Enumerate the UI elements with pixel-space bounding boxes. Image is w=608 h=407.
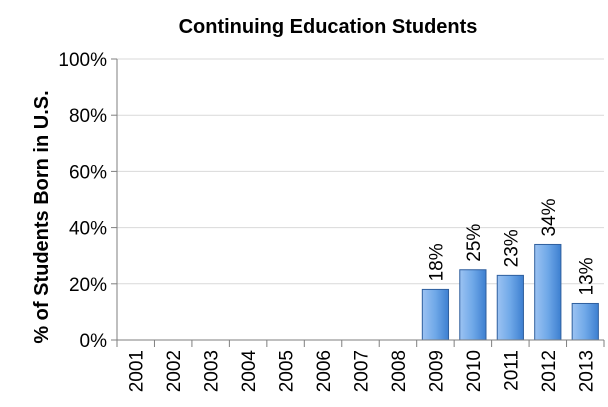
bar-2010 (459, 269, 487, 341)
data-label-2012: 34% (539, 198, 560, 236)
bar-2011 (496, 274, 524, 341)
data-label-2013: 13% (576, 257, 597, 295)
bars (421, 243, 599, 341)
x-tick-label-2006: 2006 (314, 350, 335, 392)
x-tick-label-2002: 2002 (164, 350, 185, 392)
y-tick-label: 20% (69, 275, 107, 296)
data-label-2009: 18% (426, 243, 447, 281)
bar-2009 (421, 288, 450, 341)
y-tick-label: 60% (69, 162, 107, 183)
x-axis-ticks: 2001 2002 2003 2004 2005 2006 2007 2008 2009 2010… (116, 340, 605, 393)
x-tick-label-2008: 2008 (389, 350, 410, 392)
data-label-2010: 25% (464, 224, 485, 262)
chart-title: Continuing Education Students (179, 16, 478, 38)
bar-2013 (571, 302, 599, 341)
x-tick-label-2003: 2003 (202, 350, 223, 392)
x-tick-label-2010: 2010 (464, 350, 485, 392)
gridlines (117, 58, 604, 285)
x-tick-label-2012: 2012 (539, 350, 560, 392)
bar-2012 (534, 243, 562, 341)
x-tick-label-2013: 2013 (576, 350, 597, 392)
x-tick-label-2005: 2005 (277, 350, 298, 392)
x-tick-label-2001: 2001 (127, 350, 148, 392)
y-tick-label: 100% (58, 50, 107, 71)
data-label-2011: 23% (501, 229, 522, 267)
x-tick-label-2011: 2011 (501, 350, 522, 391)
y-tick-label: 0% (80, 331, 108, 352)
x-tick-label-2009: 2009 (426, 350, 447, 392)
y-axis-label: % of Students Born in U.S. (31, 90, 53, 343)
y-axis-ticks: 0% 20% 40% 60% 80% 100% (58, 50, 117, 352)
y-tick-label: 80% (69, 106, 107, 127)
data-labels: 18% 25% 23% 34% 13% (426, 198, 597, 295)
x-tick-label-2004: 2004 (239, 350, 260, 393)
y-tick-label: 40% (69, 219, 107, 240)
x-tick-label-2007: 2007 (352, 350, 373, 392)
